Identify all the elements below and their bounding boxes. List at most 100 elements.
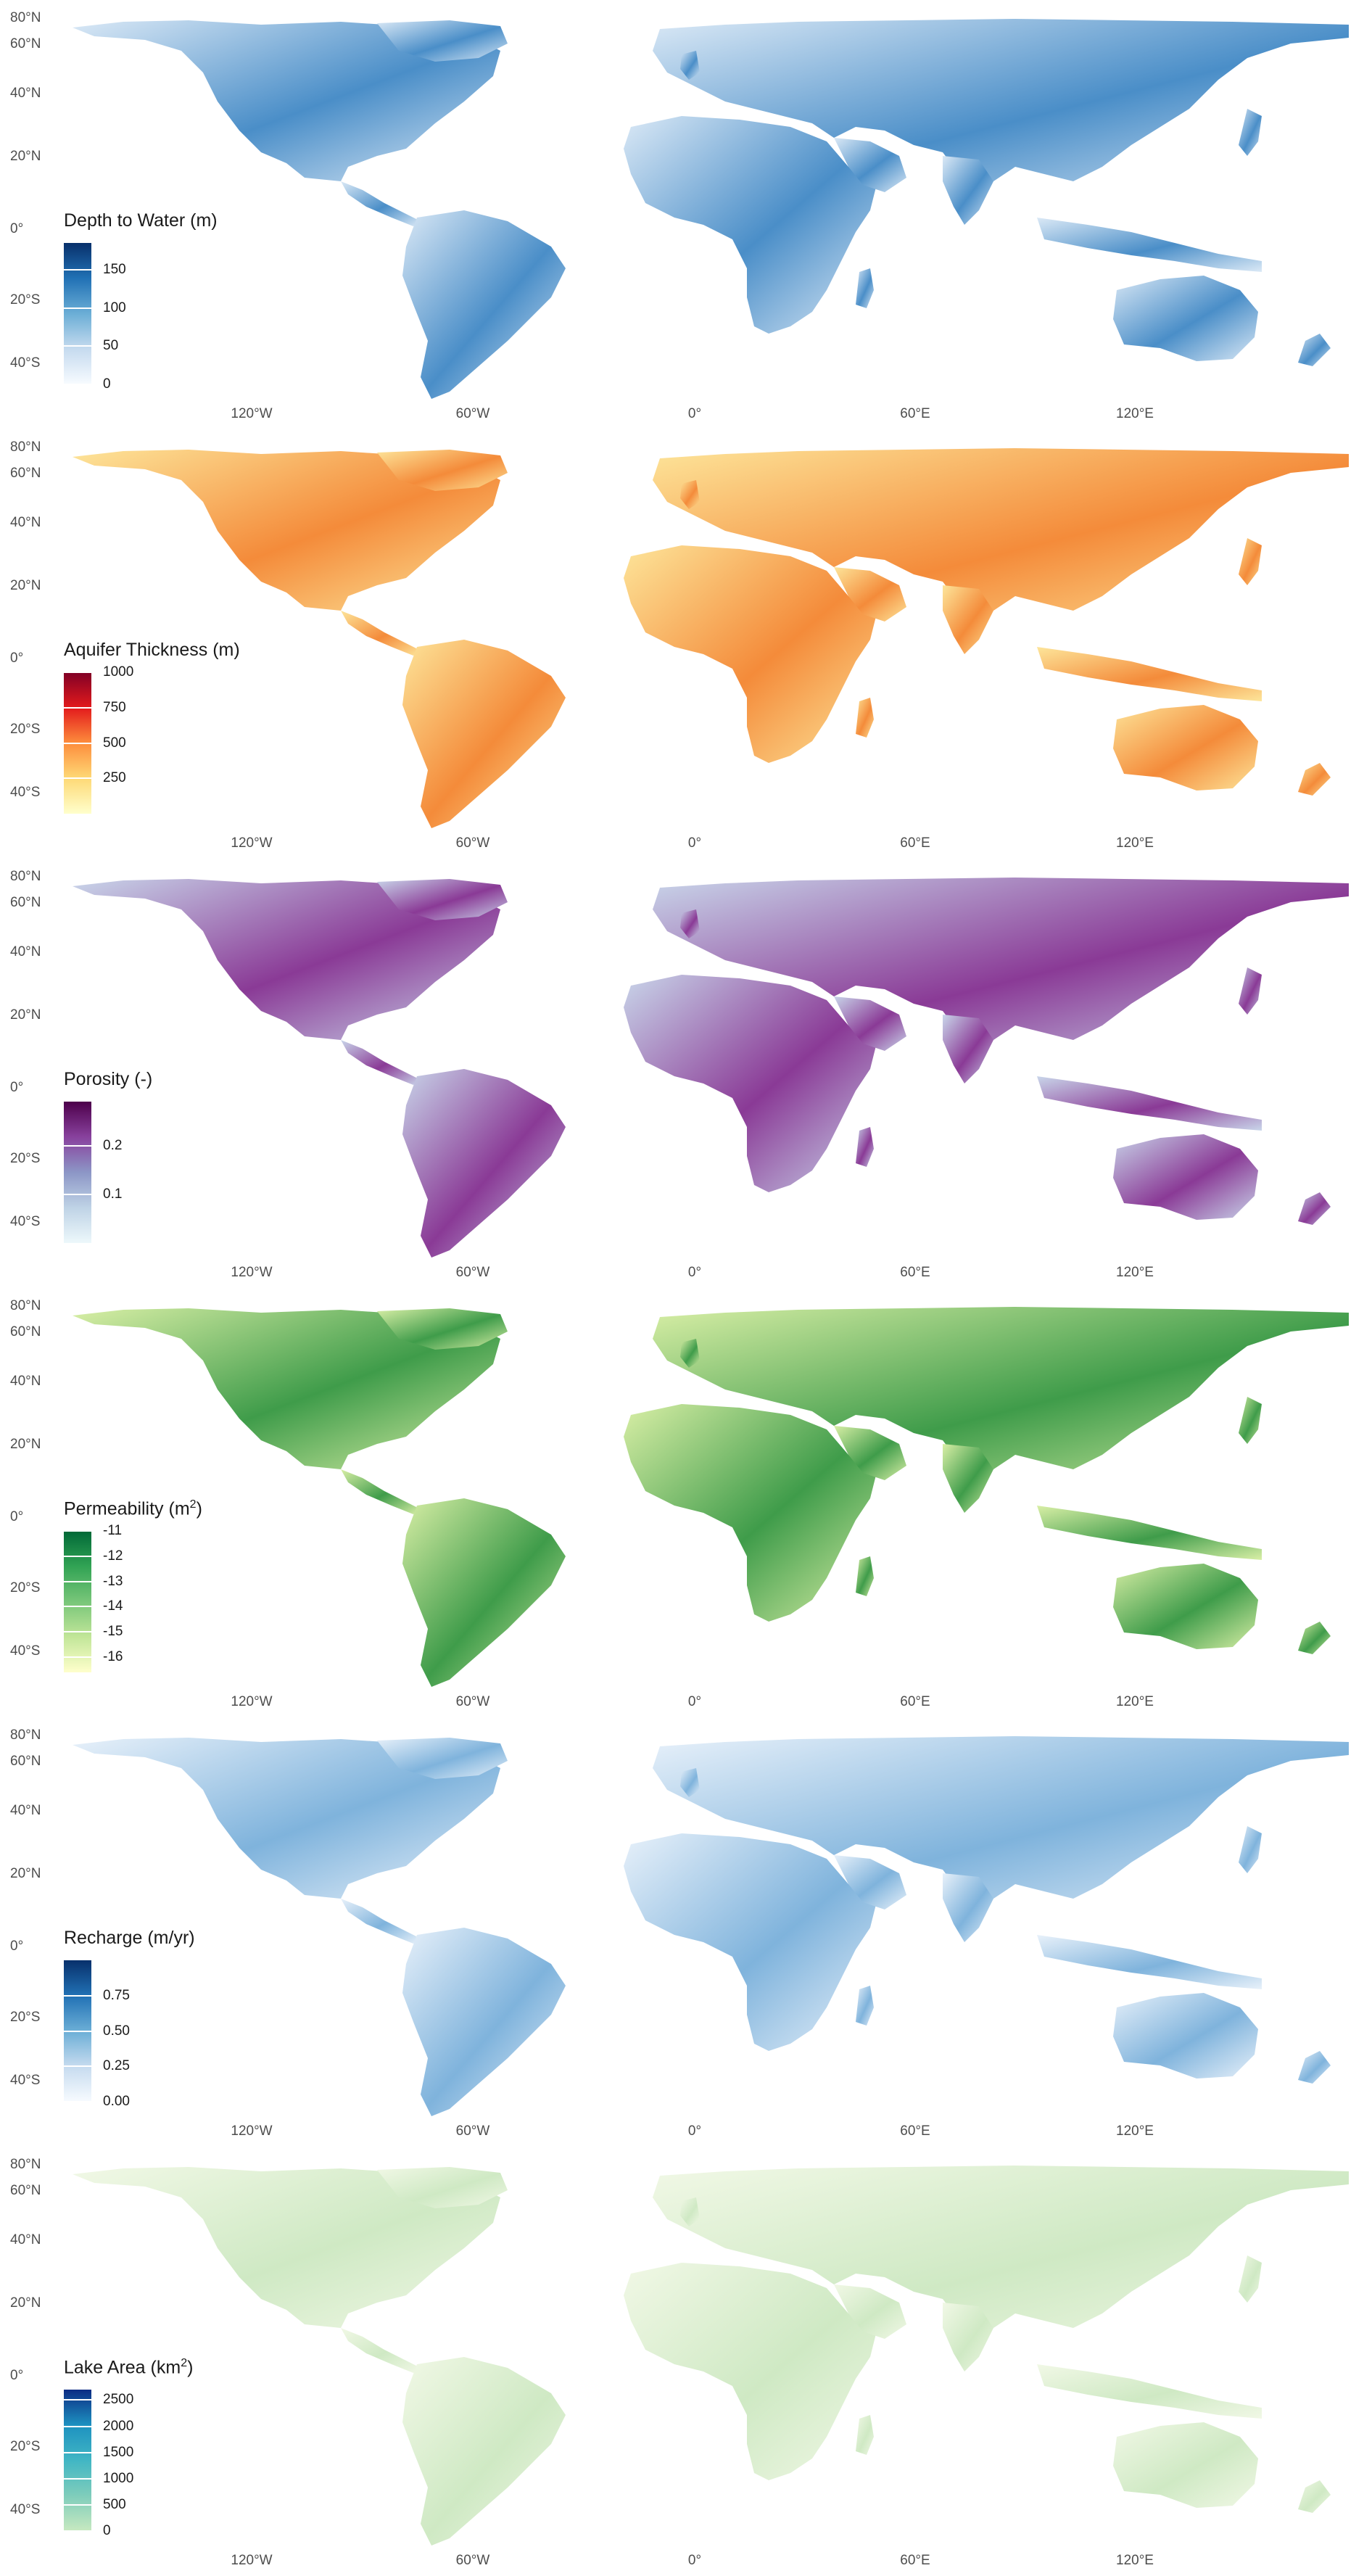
lon-label: 120°W [231, 1265, 273, 1280]
lat-label: 40°N [10, 1803, 41, 1818]
legend-tickmark [64, 345, 91, 347]
legend-colorbar [64, 2390, 91, 2531]
landmass-australia [1113, 1564, 1258, 1649]
landmass-southAmerica [402, 2357, 566, 2546]
landmass-eurasia [653, 448, 1349, 625]
legend-tickmark [64, 1994, 91, 1997]
lat-label: 80°N [10, 1727, 41, 1743]
legend-colorbar [64, 1531, 91, 1672]
lat-label: 60°N [10, 1324, 41, 1339]
landmass-africa [624, 1833, 877, 2051]
lon-label: 120°E [1116, 406, 1154, 421]
legend-tick-label: 1000 [103, 664, 134, 680]
legend-tick-label: 0.00 [103, 2094, 130, 2109]
legend-tick-label: 0.25 [103, 2058, 130, 2074]
landmass-uk [680, 909, 700, 938]
landmass-africa [624, 2263, 877, 2480]
lon-label: 60°E [900, 406, 930, 421]
legend-tickmark [64, 1193, 91, 1195]
landmass-eurasia [653, 878, 1349, 1054]
landmass-uk [680, 51, 700, 80]
legend-tick-label: -14 [103, 1598, 123, 1614]
legend-tick-label: 500 [103, 735, 126, 751]
landmass-southAmerica [402, 1928, 566, 2116]
lon-label: 0° [687, 1265, 702, 1280]
lon-label: 0° [687, 2123, 702, 2139]
landmass-australia [1113, 2422, 1258, 2508]
landmass-greenland [377, 1308, 508, 1350]
lat-label: 60°N [10, 2183, 41, 2198]
landmass-centralAmerica [341, 1469, 421, 1514]
landmass-centralAmerica [341, 181, 421, 226]
lat-label: 80°N [10, 869, 41, 884]
legend-tickmark [64, 307, 91, 309]
lat-label: 80°N [10, 10, 41, 25]
lat-label: 0° [10, 2368, 24, 2383]
legend-title-text: Recharge (m/yr) [64, 1928, 195, 1948]
lat-label: 20°N [10, 149, 41, 164]
legend-tick-label: 2500 [103, 2392, 134, 2408]
lat-label: 0° [10, 1080, 24, 1095]
legend-title: Depth to Water (m) [64, 210, 218, 231]
legend-tickmark [64, 268, 91, 271]
legend-title-superscript: 2 [181, 2357, 188, 2369]
landmass-arabia [834, 2284, 906, 2339]
legend-tick-label: 0 [103, 2523, 111, 2538]
legend-tick-label: 1000 [103, 2470, 134, 2486]
lon-label: 60°W [455, 1265, 490, 1280]
lat-label: 0° [10, 221, 24, 236]
landmass-northAmerica [73, 20, 500, 181]
map-permeability [73, 1307, 1349, 1687]
landmass-australia [1113, 1134, 1258, 1220]
landmass-eurasia [653, 1736, 1349, 1913]
panel-lake: 80°N 60°N 40°N 20°N 0° 20°S 40°S 120°W 60°W 0° 60°… [0, 2147, 1372, 2576]
legend-tick-label: 750 [103, 699, 126, 715]
legend-title-text: Permeability (m [64, 1498, 190, 1519]
landmass-eurasia [653, 19, 1349, 196]
landmass-greenland [377, 450, 508, 491]
landmass-seAsia [1037, 1506, 1262, 1560]
lat-label: 40°S [10, 1643, 41, 1659]
lon-label: 120°W [231, 835, 273, 851]
legend-tick-label: -15 [103, 1624, 123, 1640]
lat-label: 60°N [10, 1754, 41, 1769]
landmass-uk [680, 2197, 700, 2226]
lat-label: 20°N [10, 1007, 41, 1023]
landmass-arabia [834, 567, 906, 622]
landmass-nz [1298, 334, 1331, 366]
legend-tick-label: 2000 [103, 2418, 134, 2434]
legend-tick-label: 250 [103, 770, 126, 786]
panel-permeability: 80°N 60°N 40°N 20°N 0° 20°S 40°S 120°W 60°W 0° 60°… [0, 1288, 1372, 1717]
legend-tickmark [64, 2477, 91, 2480]
landmass-northAmerica [73, 1308, 500, 1469]
legend-title-end: ) [187, 2357, 194, 2378]
landmass-japan [1239, 2255, 1262, 2303]
legend-tickmark [64, 2065, 91, 2068]
landmass-india [943, 1444, 993, 1513]
legend-title: Aquifer Thickness (m) [64, 640, 240, 661]
legend-tick-label: 0 [103, 376, 111, 392]
legend-tickmark [64, 1631, 91, 1633]
lat-label: 20°S [10, 722, 41, 737]
map-thickness [73, 448, 1349, 828]
legend-tick-label: -11 [103, 1523, 123, 1538]
landmass-india [943, 2303, 993, 2371]
landmass-northAmerica [73, 2167, 500, 2328]
lat-label: 60°N [10, 36, 41, 51]
legend-title-end: ) [196, 1498, 202, 1519]
landmass-southAmerica [402, 210, 566, 399]
lon-label: 60°E [900, 1265, 930, 1280]
landmass-japan [1239, 109, 1262, 156]
landmass-greenland [377, 20, 508, 62]
legend-tickmark [64, 1656, 91, 1659]
landmass-india [943, 585, 993, 654]
lat-label: 40°N [10, 86, 41, 101]
landmass-madagascar [856, 698, 874, 738]
legend-tick-label: 50 [103, 338, 119, 354]
lon-label: 120°E [1116, 1265, 1154, 1280]
legend-title: Permeability (m2) [64, 1498, 202, 1519]
lon-label: 120°E [1116, 835, 1154, 851]
legend-tickmark [64, 1580, 91, 1582]
legend-tickmark [64, 1144, 91, 1147]
lon-label: 60°E [900, 1694, 930, 1709]
